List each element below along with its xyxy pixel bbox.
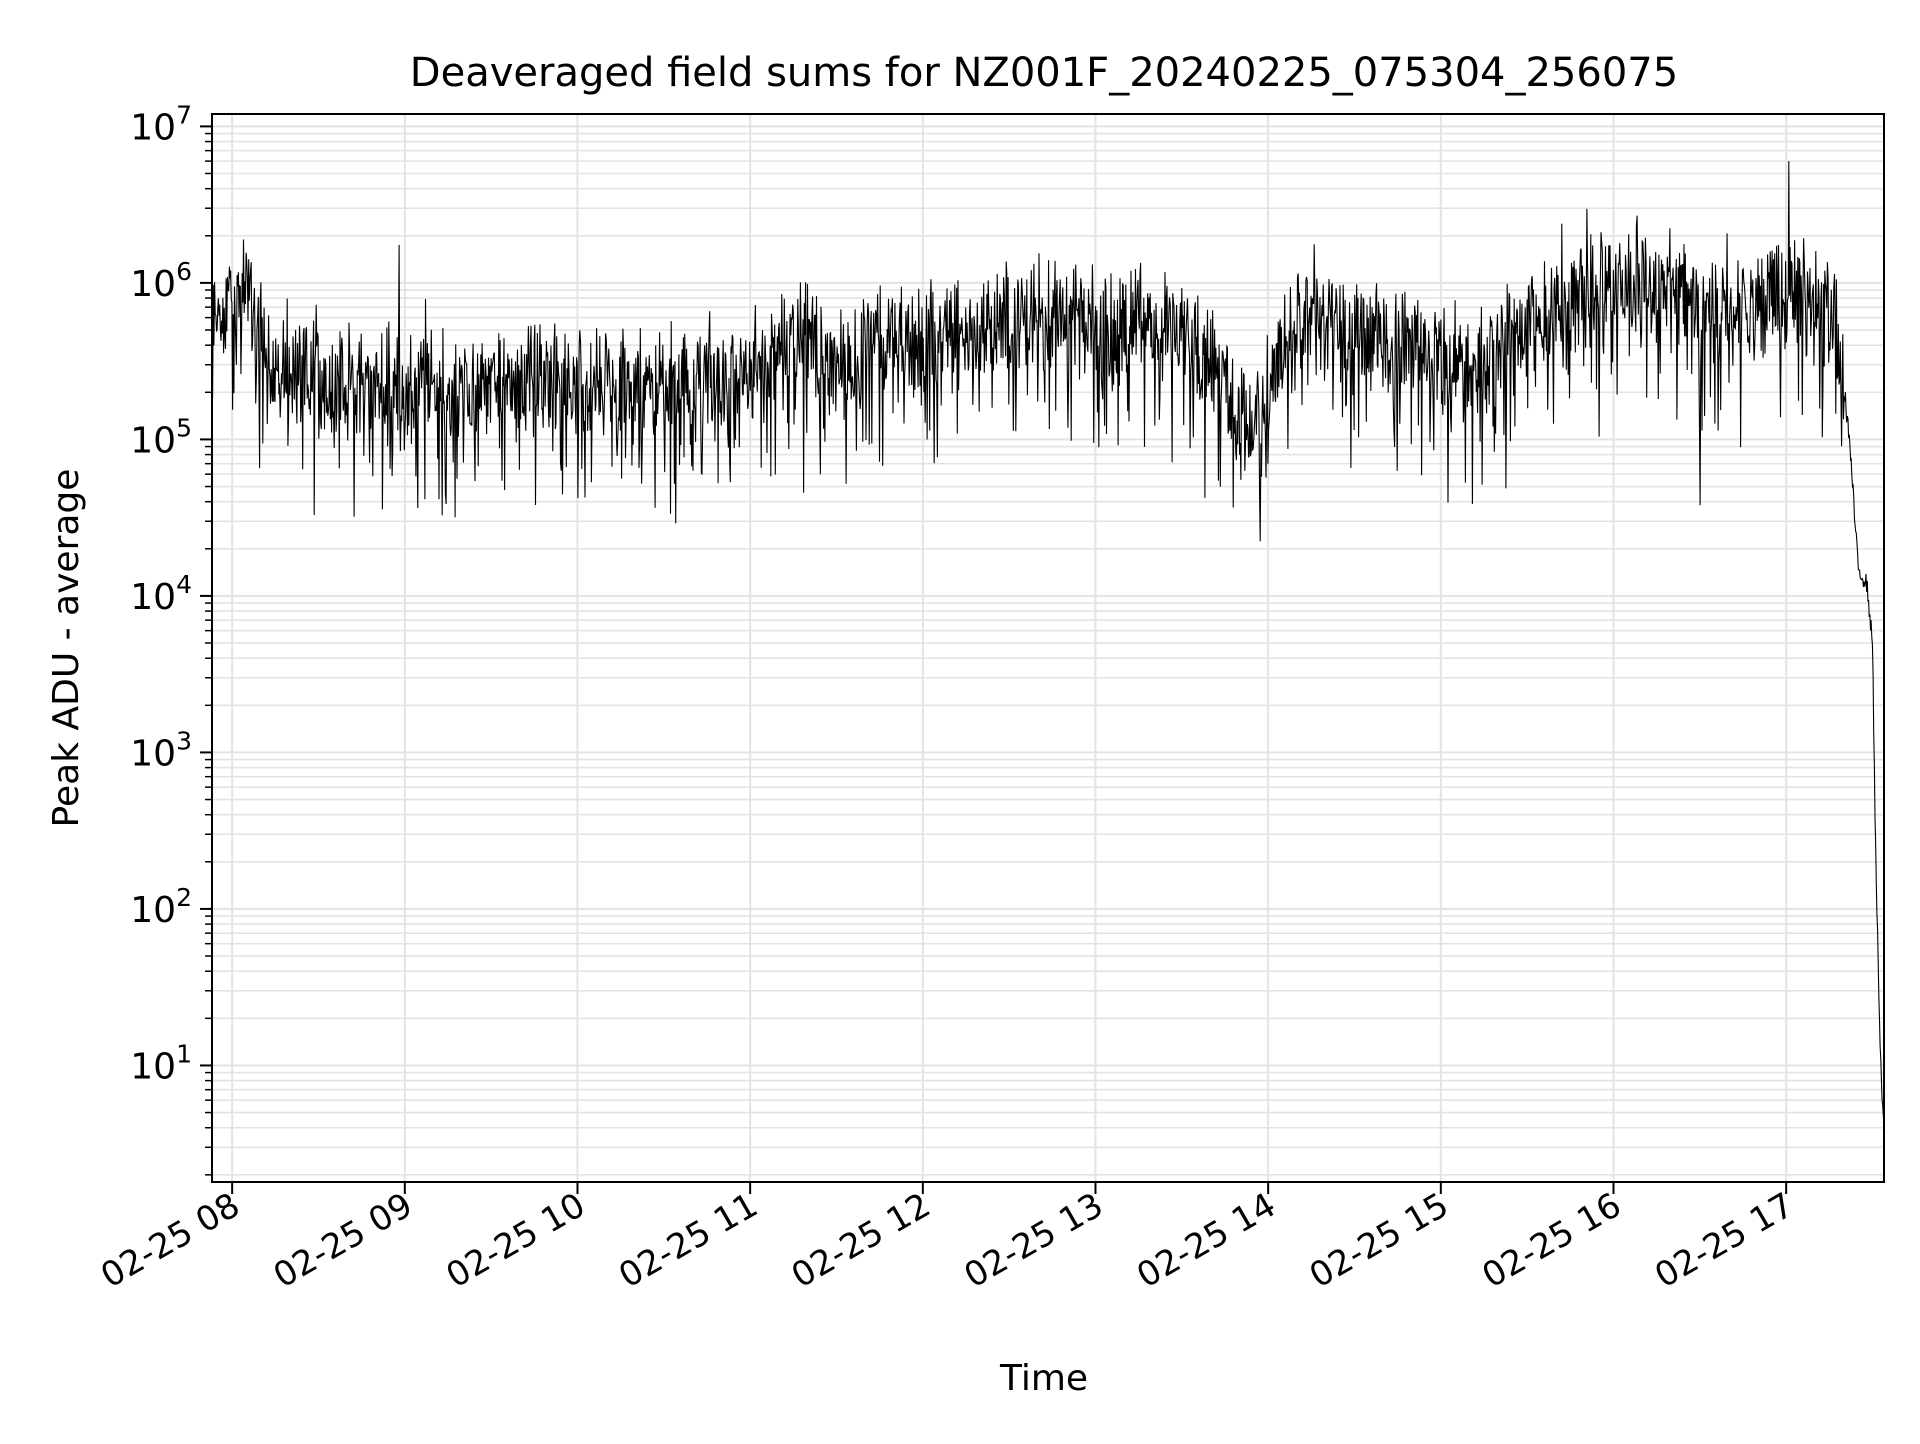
series-line [211, 161, 1885, 1121]
y-tick-label: 106 [130, 257, 192, 305]
y-tick-base: 10 [130, 890, 176, 931]
y-tick-label: 104 [130, 570, 192, 618]
y-tick-base: 10 [130, 107, 176, 148]
y-tick-exponent: 2 [176, 883, 192, 912]
y-tick-exponent: 5 [176, 413, 192, 442]
chart-title: Deaveraged field sums for NZ001F_2024022… [410, 50, 1678, 96]
y-tick-exponent: 1 [176, 1039, 192, 1068]
y-tick-label: 103 [130, 726, 192, 774]
y-tick-base: 10 [130, 1046, 176, 1087]
y-tick-exponent: 6 [176, 257, 192, 286]
y-tick-base: 10 [130, 264, 176, 305]
y-tick-exponent: 4 [176, 570, 192, 599]
y-tick-label: 101 [130, 1039, 192, 1087]
y-tick-label: 102 [130, 883, 192, 931]
y-tick-base: 10 [130, 577, 176, 618]
plot-frame [211, 113, 1885, 1183]
y-tick-label: 107 [130, 100, 192, 148]
data-layer [211, 161, 1885, 1121]
y-tick-label: 105 [130, 413, 192, 461]
y-tick-exponent: 3 [176, 726, 192, 755]
x-axis-label: Time [999, 1358, 1088, 1399]
y-axis-label: Peak ADU - average [46, 469, 87, 828]
y-tick-exponent: 7 [176, 100, 192, 129]
y-tick-base: 10 [130, 733, 176, 774]
y-tick-base: 10 [130, 420, 176, 461]
